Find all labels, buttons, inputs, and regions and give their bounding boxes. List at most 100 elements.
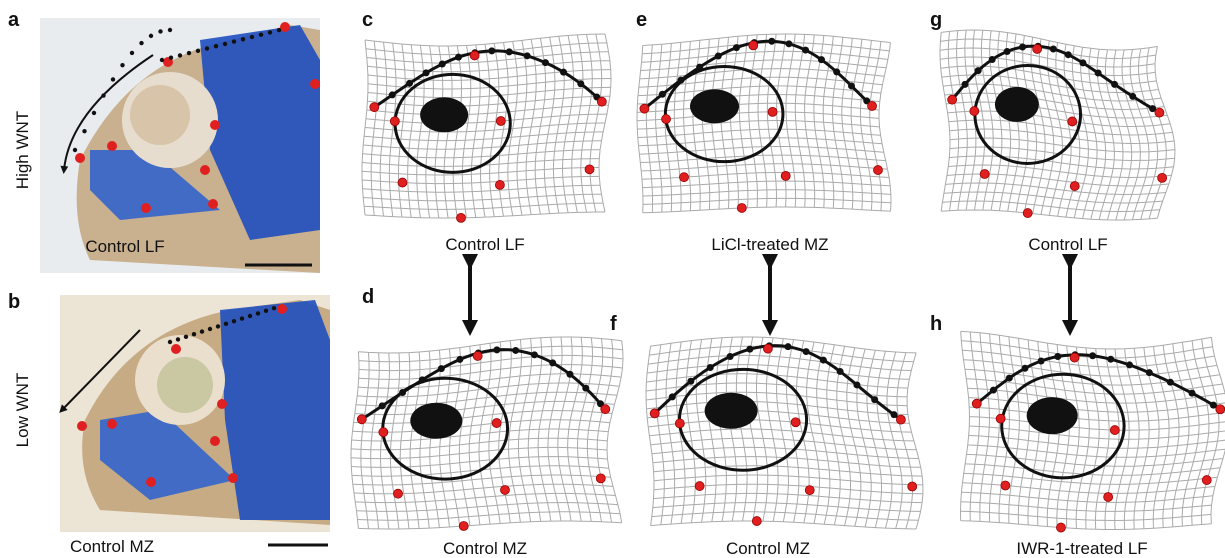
landmark [972,399,981,408]
landmark [459,522,468,531]
grid-line [643,207,891,213]
eye [420,97,468,132]
landmark [996,414,1005,423]
semilandmark [216,324,220,328]
landmark [1070,182,1079,191]
landmark [781,171,790,180]
panel-caption: Control LF [1028,235,1107,254]
grid-line [961,331,1212,349]
landmark [208,199,218,209]
semilandmark [130,51,134,55]
semilandmark [241,37,245,41]
panel-caption: LiCl-treated MZ [711,235,828,254]
semilandmark [192,332,196,336]
semilandmark [187,51,191,55]
panel-caption: Control LF [85,237,164,256]
semilandmark [160,58,164,62]
eye [705,393,758,429]
landmark [768,107,777,116]
landmark [1202,476,1211,485]
panel-caption: Control MZ [70,537,154,556]
landmark [597,97,606,106]
landmark [868,101,877,110]
panel-letter: d [362,286,374,308]
panel-letter: h [930,313,942,335]
deformation-grid [961,331,1225,532]
landmark [228,473,238,483]
eye [995,87,1039,122]
landmark [1104,492,1113,501]
landmark [749,41,758,50]
landmark [495,180,504,189]
landmark [75,153,85,163]
landmark [141,203,151,213]
eye [690,89,739,123]
landmark [650,409,659,418]
semilandmark [200,329,204,333]
landmark [752,517,761,526]
landmark [370,103,379,112]
grids [351,30,1225,532]
semilandmark [111,77,115,81]
landmark [585,165,594,174]
landmark [492,419,501,428]
semilandmark [139,41,143,45]
semilandmark [101,93,105,97]
landmark [77,421,87,431]
semilandmark [158,29,162,33]
landmark [695,482,704,491]
landmark [1155,108,1164,117]
semilandmark [208,327,212,331]
semilandmark [73,148,77,152]
landmark [357,415,366,424]
grid-line [969,426,1225,439]
deformation-grid [646,337,923,529]
landmark [970,107,979,116]
semilandmark [224,322,228,326]
landmark [217,399,227,409]
semilandmark [196,49,200,53]
landmark [1216,405,1225,414]
landmark [1023,209,1032,218]
semilandmark [268,30,272,34]
landmark [763,344,772,353]
landmark [500,485,509,494]
landmark [277,304,287,314]
landmark [394,489,403,498]
landmark [171,344,181,354]
semilandmark [223,42,227,46]
semilandmark [272,306,276,310]
panel-letter: f [610,313,617,335]
semilandmark [92,111,96,115]
landmark [470,51,479,60]
grid-line [970,417,1225,431]
landmark [146,477,156,487]
deformation-grid [351,337,623,531]
landmark [908,482,917,491]
semilandmark [214,44,218,48]
semilandmark [205,46,209,50]
panel-letter: c [362,9,373,31]
semilandmark [178,53,182,57]
landmark [640,104,649,113]
semilandmark [176,337,180,341]
semilandmark [240,316,244,320]
semilandmark [184,335,188,339]
semilandmark [264,309,268,313]
landmark [310,79,320,89]
row-label: High WNT [13,111,32,189]
eye [1027,397,1078,434]
panel-letter: b [8,291,20,313]
landmark [473,351,482,360]
landmark [662,115,671,124]
landmark [496,116,505,125]
landmark [1033,44,1042,53]
landmark [107,419,117,429]
landmark [601,405,610,414]
semilandmark [248,314,252,318]
landmark [873,166,882,175]
landmark [398,178,407,187]
landmark [675,419,684,428]
semilandmark [256,311,260,315]
landmark [948,95,957,104]
